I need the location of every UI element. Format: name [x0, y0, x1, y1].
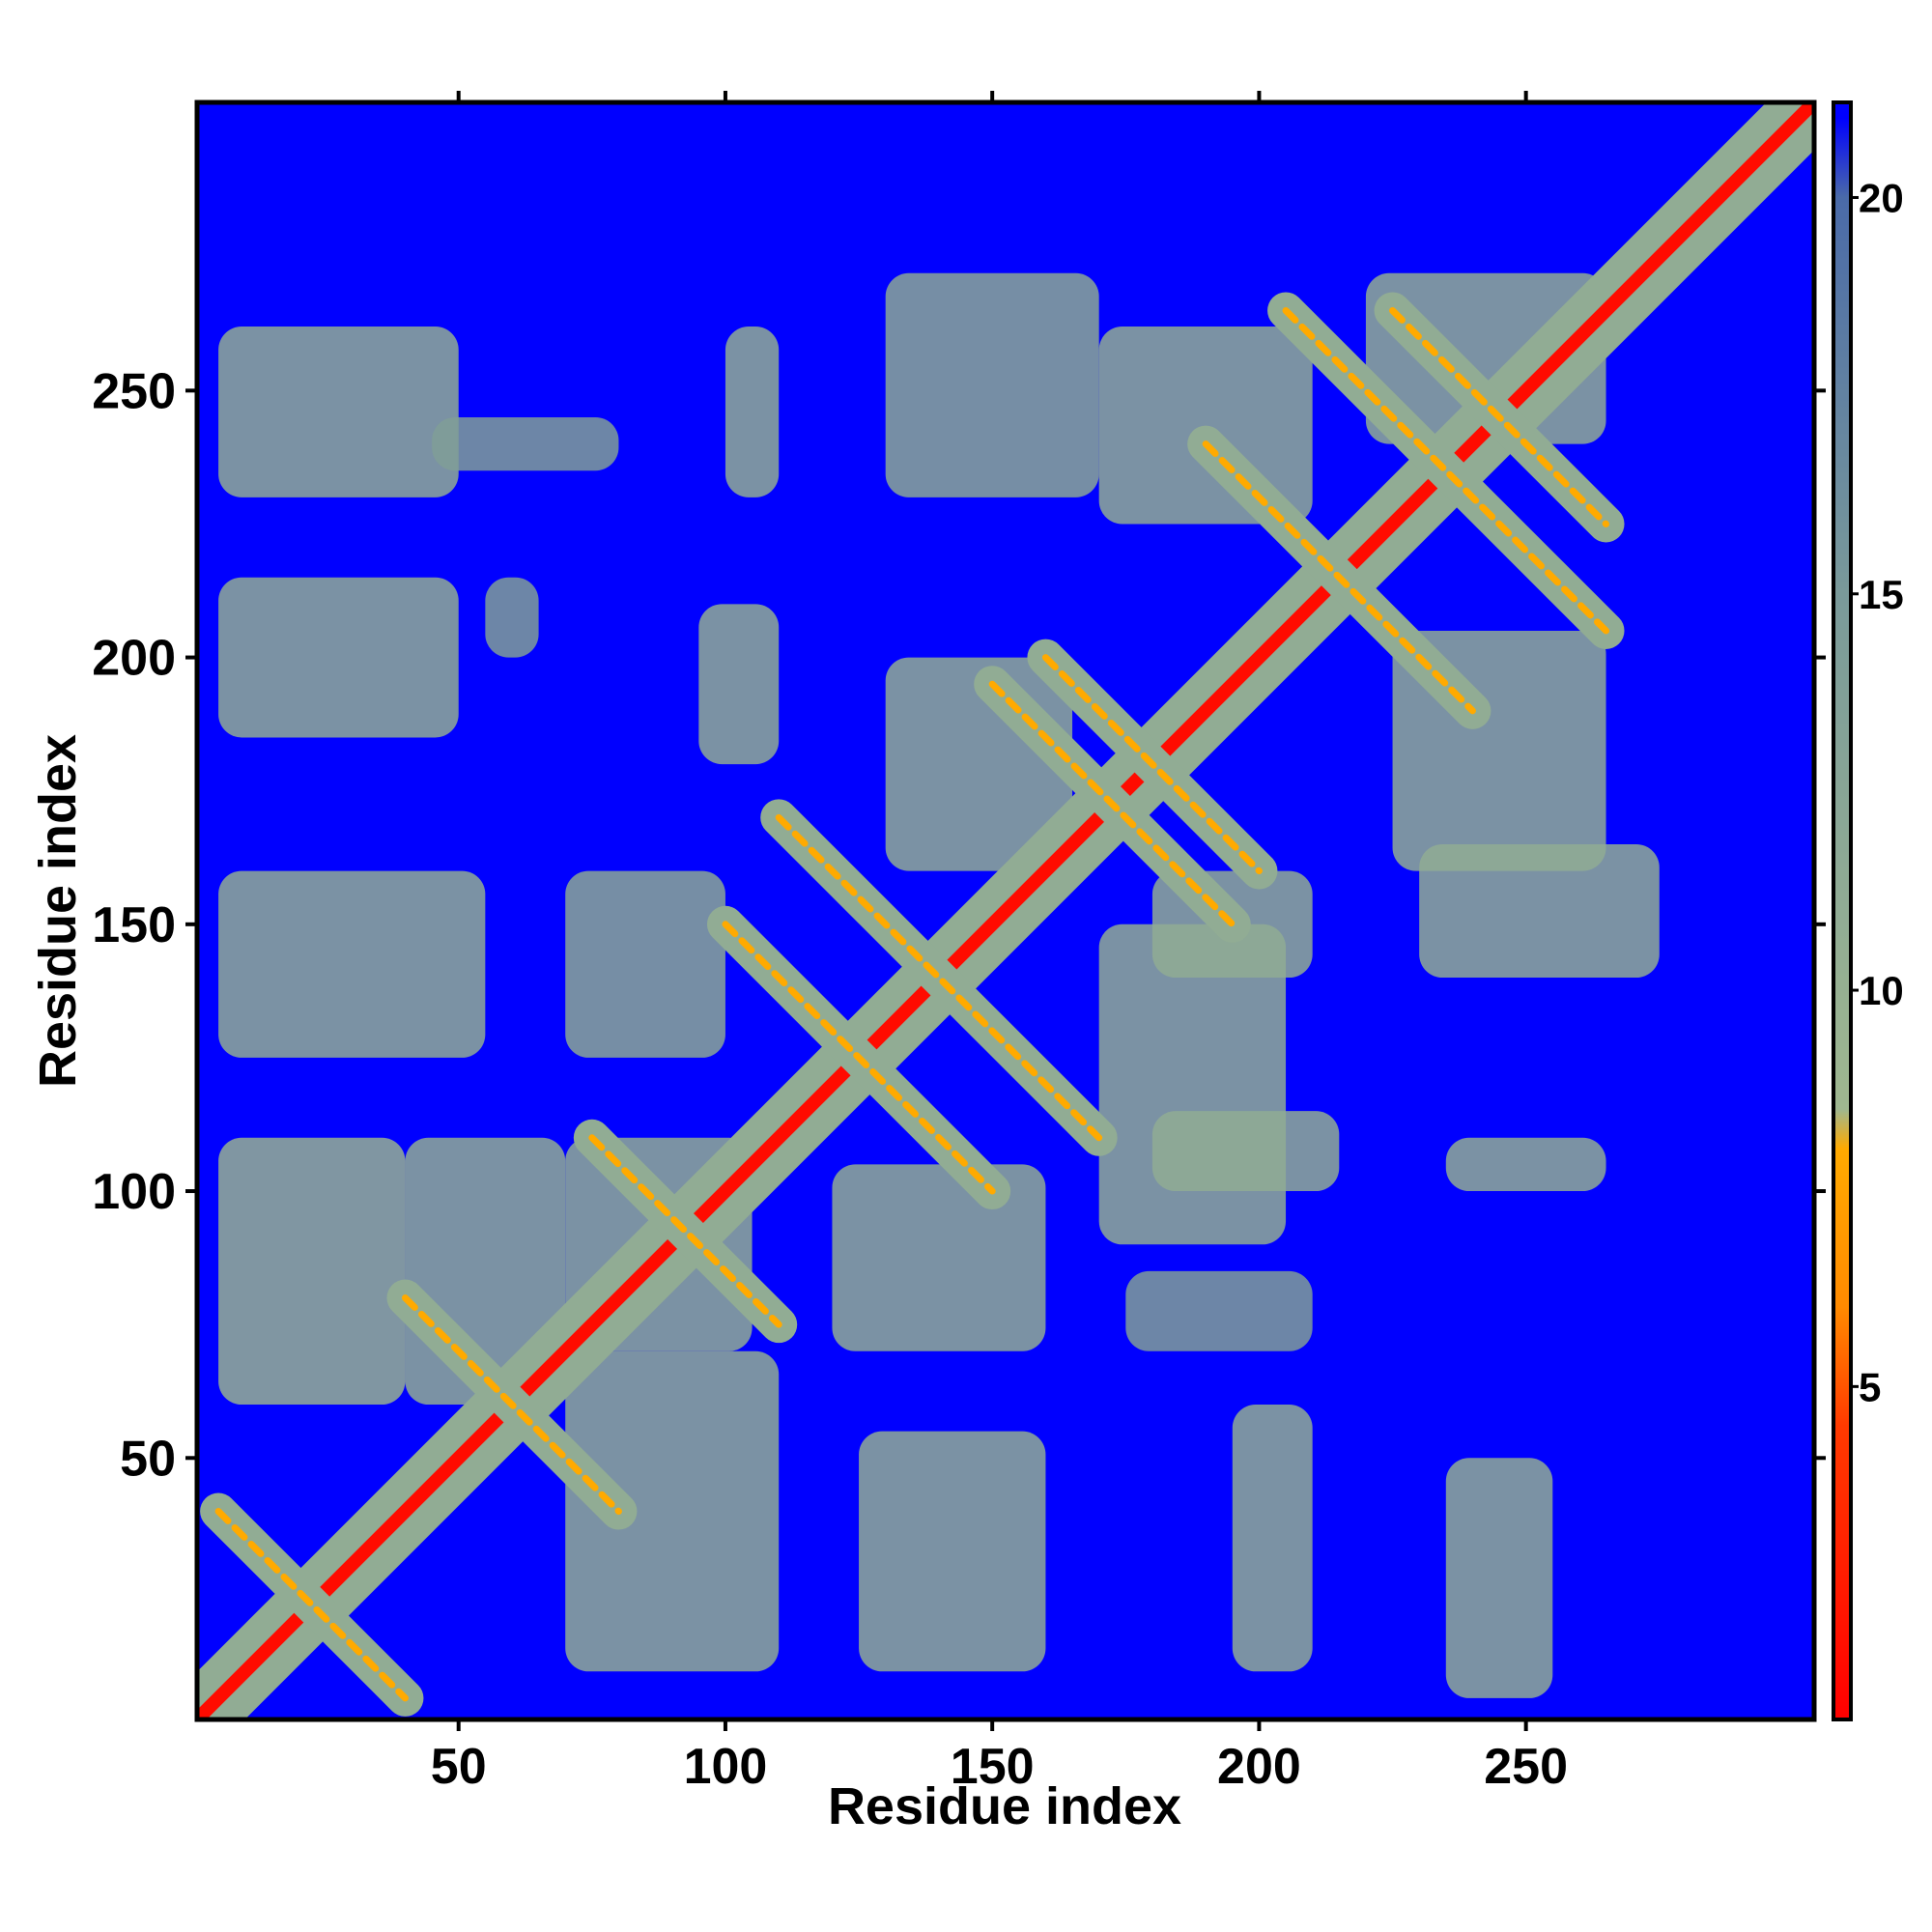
contact-band: [1282, 306, 1610, 635]
y-axis-title: Residue index: [29, 734, 87, 1088]
contact-patch: [1419, 843, 1660, 979]
contact-band: [588, 1134, 782, 1328]
colorbar-tick-label: 5: [1859, 1364, 1881, 1409]
contact-band: [214, 1508, 409, 1702]
contact-patch: [1098, 923, 1287, 1245]
contact-patch: [1125, 1270, 1313, 1351]
y-tick-label: 250: [92, 363, 176, 419]
contact-band: [1041, 654, 1263, 875]
y-tick-label: 200: [92, 631, 176, 687]
contact-band: [775, 813, 1103, 1142]
colorbar-tick-label: 15: [1859, 572, 1904, 617]
heatmap-cells: [197, 102, 1814, 1719]
contact-patch: [565, 1350, 780, 1672]
y-axis-ticks: 50 100 150 200 250: [92, 363, 1826, 1487]
colorbar-tick-label: 10: [1859, 968, 1904, 1013]
x-tick-label: 50: [431, 1739, 487, 1795]
contact-patch: [832, 1164, 1046, 1351]
contact-patch: [859, 1431, 1046, 1672]
contact-patch: [218, 870, 486, 1058]
colorbar-ticks: 5 10 15 20: [1851, 175, 1904, 1409]
contact-patch: [218, 327, 459, 497]
contact-band: [1389, 306, 1610, 527]
contact-patch: [1445, 1137, 1606, 1192]
plot-frame: [194, 99, 1817, 1722]
contact-patch: [1232, 1405, 1313, 1672]
contact-patch: [1445, 1458, 1553, 1698]
contact-patch: [885, 272, 1099, 497]
y-tick-label: 100: [92, 1164, 176, 1220]
contact-patch: [218, 1137, 406, 1406]
contact-patch: [698, 604, 780, 765]
contact-patch: [565, 870, 725, 1058]
x-axis-title: Residue index: [828, 1777, 1181, 1835]
contact-patch: [432, 416, 619, 471]
contact-band: [401, 1294, 622, 1516]
contact-band: [988, 680, 1236, 928]
contact-patch: [485, 577, 539, 658]
x-axis-ticks: 50 100 150 200 250: [431, 91, 1568, 1795]
y-tick-label: 150: [92, 897, 176, 953]
x-tick-label: 250: [1484, 1739, 1568, 1795]
diagonal-band: [197, 102, 1814, 1719]
heatmap: [197, 102, 1814, 1719]
contact-patch: [1151, 1111, 1340, 1192]
colorbar: [1832, 100, 1853, 1721]
contact-patch: [724, 327, 780, 497]
x-tick-label: 200: [1217, 1739, 1301, 1795]
y-tick-label: 50: [120, 1431, 176, 1487]
x-tick-label: 150: [951, 1739, 1035, 1795]
contact-band: [1202, 440, 1476, 715]
colorbar-tick-label: 20: [1859, 175, 1904, 220]
contact-patch: [218, 577, 459, 738]
contact-band: [722, 921, 996, 1195]
x-tick-label: 100: [684, 1739, 768, 1795]
